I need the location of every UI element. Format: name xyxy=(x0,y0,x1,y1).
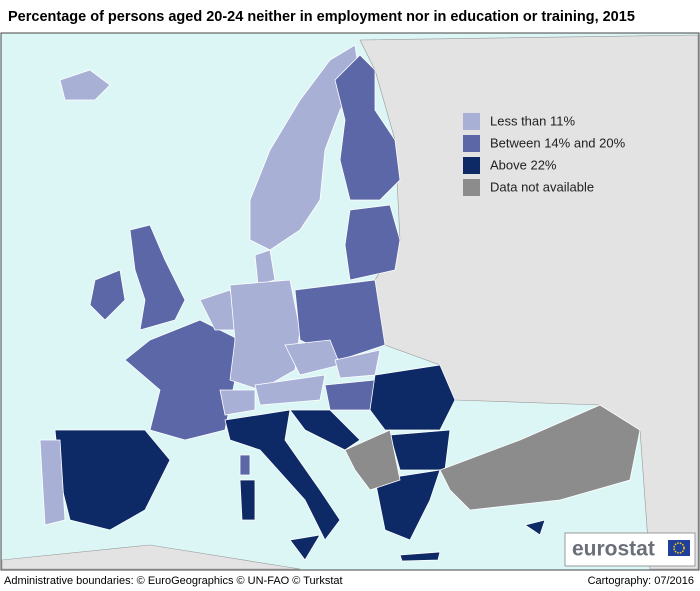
country xyxy=(224,409,341,541)
country xyxy=(129,224,186,331)
country xyxy=(89,269,126,321)
country xyxy=(324,379,376,411)
countries xyxy=(39,44,641,562)
legend-label: Data not available xyxy=(490,179,594,194)
legend-label: Less than 11% xyxy=(490,113,575,128)
country xyxy=(369,364,456,431)
country xyxy=(524,519,546,536)
eu-flag xyxy=(668,540,690,556)
country xyxy=(59,69,111,101)
legend-label: Between 14% and 20% xyxy=(490,135,626,150)
country xyxy=(344,429,401,491)
legend-swatch xyxy=(463,113,480,130)
logo-text: eurostat xyxy=(572,538,655,561)
country xyxy=(39,439,66,526)
country xyxy=(239,454,251,476)
country xyxy=(219,389,256,416)
country xyxy=(229,279,301,391)
country xyxy=(399,551,441,562)
eu-stars xyxy=(673,542,685,554)
country xyxy=(289,409,361,451)
legend: Less than 11% Between 14% and 20% Above 22… xyxy=(463,113,626,196)
legend-swatch xyxy=(463,179,480,196)
country xyxy=(294,279,386,361)
legend-label: Above 22% xyxy=(490,157,557,172)
country xyxy=(344,204,401,281)
country xyxy=(289,534,321,561)
footer-right: Cartography: 07/2016 xyxy=(588,575,694,587)
country xyxy=(439,404,641,511)
country xyxy=(254,249,276,286)
logo: eurostat xyxy=(564,532,696,567)
country xyxy=(254,374,326,406)
legend-swatch xyxy=(463,135,480,152)
map-title: Percentage of persons aged 20-24 neither… xyxy=(8,9,635,25)
country xyxy=(389,429,451,471)
legend-swatch xyxy=(463,157,480,174)
footer-left: Administrative boundaries: © EuroGeograp… xyxy=(4,575,343,587)
country xyxy=(334,54,401,201)
country xyxy=(239,479,256,521)
